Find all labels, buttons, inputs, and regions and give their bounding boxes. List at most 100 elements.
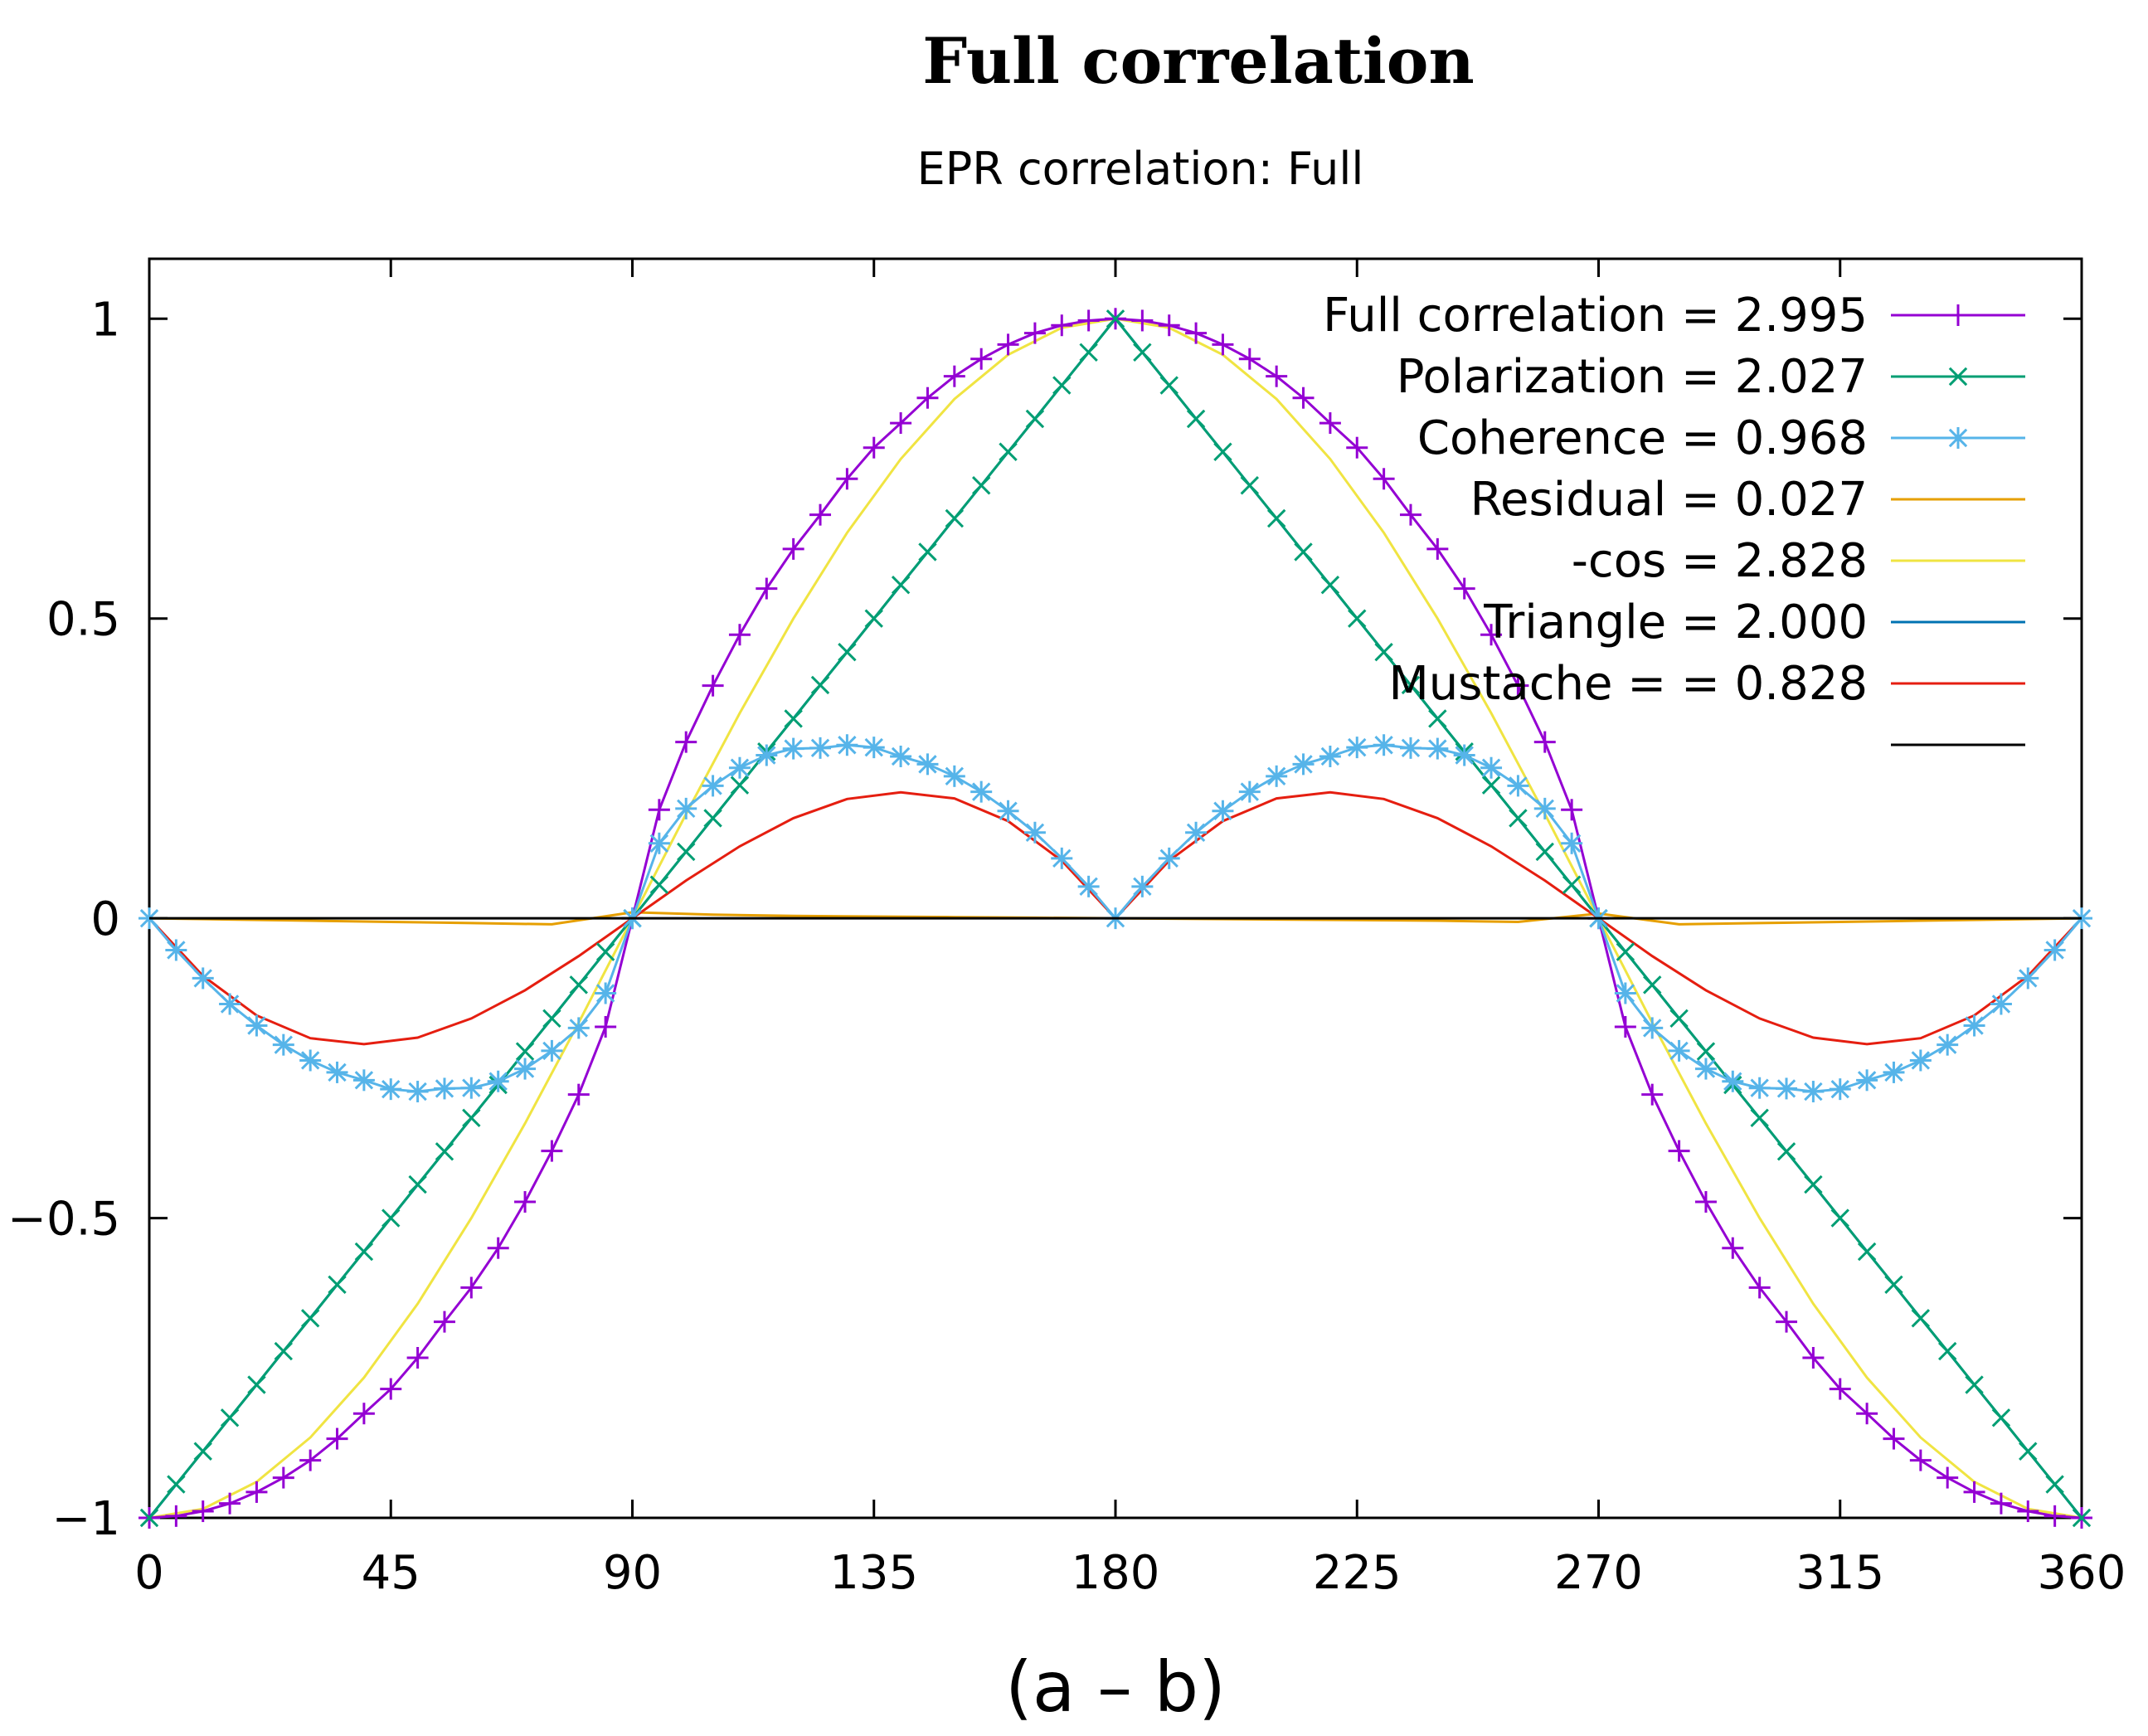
data-point: [514, 1191, 537, 1213]
data-point: [515, 1042, 535, 1061]
data-point: [1240, 476, 1260, 495]
data-point: [300, 1309, 320, 1328]
marker-stroke: [838, 642, 857, 662]
data-point: [326, 1427, 348, 1450]
data-point: [542, 1009, 561, 1028]
data-point: [836, 468, 858, 490]
data-point: [2017, 1500, 2039, 1523]
data-point: [1238, 780, 1261, 803]
data-point: [245, 1481, 268, 1503]
data-point: [1079, 343, 1098, 362]
marker-stroke: [1025, 823, 1045, 842]
data-point: [1616, 942, 1635, 961]
marker-stroke: [1857, 1242, 1877, 1262]
data-point: [433, 1077, 455, 1100]
data-point: [1025, 409, 1045, 429]
data-point: [970, 348, 993, 370]
chart-title: Full correlation: [922, 24, 1475, 98]
data-point: [245, 1014, 268, 1037]
series-layer: [139, 308, 2092, 1529]
data-point: [890, 412, 912, 435]
marker-stroke: [1481, 776, 1501, 795]
legend-item: -cos = 2.828: [1572, 534, 2025, 588]
marker-stroke: [1509, 776, 1528, 795]
legend-item: Triangle = 2.000: [1483, 596, 2025, 649]
marker-stroke: [1562, 834, 1582, 853]
marker-stroke: [1776, 1142, 1796, 1161]
data-point: [675, 731, 697, 753]
marker-stroke: [1374, 736, 1393, 755]
data-point: [1937, 1341, 1957, 1361]
marker-stroke: [1213, 801, 1232, 820]
x-tick-label: 270: [1554, 1546, 1643, 1600]
data-point: [838, 642, 857, 662]
marker-stroke: [1159, 849, 1178, 868]
marker-stroke: [971, 782, 991, 801]
marker-stroke: [730, 758, 750, 777]
data-point: [272, 1466, 294, 1489]
data-point: [1346, 737, 1368, 759]
data-point: [569, 975, 588, 994]
data-point: [1266, 365, 1288, 387]
marker-stroke: [1401, 675, 1421, 695]
marker-stroke: [1186, 823, 1206, 842]
data-point: [462, 1108, 481, 1128]
legend-item: Full correlation = 2.995: [1323, 289, 2025, 343]
marker-stroke: [1991, 1408, 2011, 1427]
data-point: [1776, 1142, 1796, 1161]
data-point: [1948, 367, 1968, 387]
data-point: [1776, 1311, 1798, 1333]
data-point: [1023, 322, 1046, 344]
data-point: [1722, 1070, 1744, 1092]
data-point: [1909, 1049, 1932, 1072]
data-point: [784, 709, 803, 728]
marker-stroke: [1937, 1035, 1957, 1054]
data-point: [1668, 1039, 1690, 1062]
marker-stroke: [1804, 1174, 1823, 1194]
data-point: [1292, 753, 1315, 776]
marker-stroke: [999, 801, 1018, 820]
marker-stroke: [1052, 849, 1072, 868]
data-point: [1238, 348, 1261, 370]
data-point: [1051, 314, 1073, 337]
data-point: [836, 734, 858, 756]
marker-stroke: [1374, 642, 1393, 662]
data-point: [997, 800, 1019, 822]
marker-stroke: [1455, 746, 1474, 765]
marker-stroke: [1616, 942, 1635, 961]
marker-stroke: [1723, 1072, 1742, 1091]
marker-stroke: [1535, 842, 1554, 862]
marker-stroke: [381, 1208, 401, 1228]
data-point: [890, 745, 912, 767]
data-point: [1856, 1403, 1878, 1425]
data-point: [1643, 975, 1662, 994]
data-point: [219, 993, 241, 1015]
data-point: [1052, 376, 1072, 395]
x-tick-label: 0: [134, 1546, 164, 1600]
marker-stroke: [1428, 739, 1447, 758]
data-point: [810, 675, 830, 695]
data-point: [648, 832, 670, 854]
data-point: [595, 942, 615, 961]
data-point: [2019, 1442, 2038, 1461]
marker-stroke: [649, 875, 669, 894]
data-point: [380, 1378, 402, 1400]
x-tick-label: 45: [362, 1546, 420, 1600]
data-point: [381, 1208, 401, 1228]
marker-stroke: [649, 834, 669, 853]
data-point: [2045, 1475, 2064, 1494]
data-point: [1401, 675, 1421, 695]
data-point: [943, 365, 965, 387]
marker-stroke: [1884, 1275, 1903, 1295]
marker-stroke: [354, 1242, 374, 1262]
data-point: [1212, 800, 1234, 822]
data-point: [406, 1081, 429, 1103]
marker-stroke: [677, 842, 696, 862]
data-point: [1802, 1081, 1825, 1103]
x-axis-label: (a – b): [1005, 1646, 1226, 1728]
marker-stroke: [1750, 1108, 1769, 1128]
data-point: [809, 503, 832, 526]
marker-stroke: [864, 737, 883, 757]
data-point: [299, 1449, 322, 1471]
